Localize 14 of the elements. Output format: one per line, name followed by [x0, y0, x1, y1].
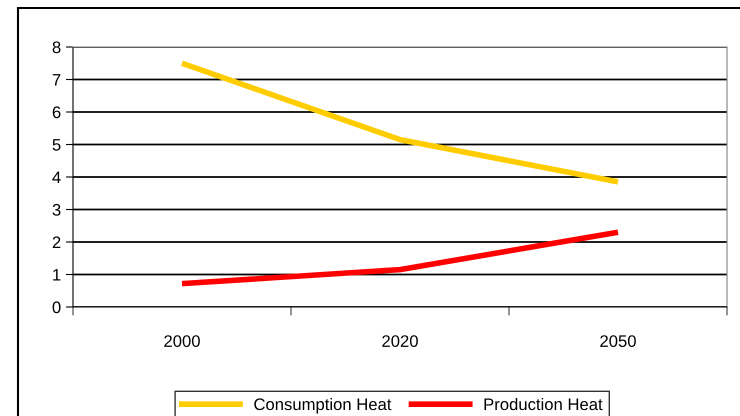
y-tick-label: 1: [53, 269, 60, 281]
x-tick-label: 2050: [600, 335, 636, 348]
y-tick-label: 6: [52, 106, 60, 118]
legend-label: Consumption Heat: [254, 398, 392, 414]
legend-label: Production Heat: [484, 398, 603, 410]
x-tick-label: 2020: [382, 335, 418, 348]
y-tick-label: 7: [52, 74, 60, 86]
y-tick-label: 2: [52, 236, 60, 248]
y-tick-label: 5: [52, 139, 60, 151]
x-tick-label: 2000: [164, 335, 200, 348]
y-tick-label: 4: [52, 172, 61, 184]
y-tick-label: 8: [52, 41, 60, 54]
y-tick-label: 3: [52, 204, 60, 216]
y-tick-label: 0: [52, 301, 61, 314]
